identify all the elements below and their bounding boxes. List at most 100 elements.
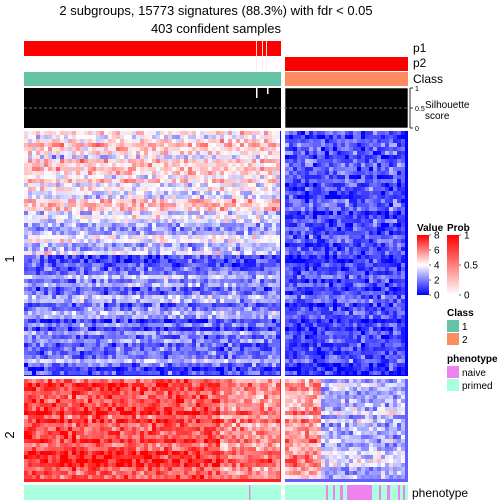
heatmap-cell bbox=[124, 239, 128, 243]
heatmap-cell bbox=[365, 259, 369, 263]
heatmap-cell bbox=[256, 231, 260, 235]
heatmap-cell bbox=[389, 163, 393, 167]
heatmap-cell bbox=[200, 131, 204, 135]
heatmap-cell bbox=[337, 267, 341, 271]
heatmap-cell bbox=[212, 239, 216, 243]
heatmap-cell bbox=[365, 167, 369, 171]
heatmap-cell bbox=[56, 151, 60, 155]
heatmap-cell bbox=[224, 163, 228, 167]
heatmap-cell bbox=[116, 131, 120, 135]
heatmap-cell bbox=[124, 299, 128, 303]
heatmap-cell bbox=[212, 147, 216, 151]
heatmap-cell bbox=[108, 247, 112, 251]
heatmap-cell bbox=[176, 303, 180, 307]
heatmap-cell bbox=[56, 271, 60, 275]
heatmap-cell bbox=[397, 203, 401, 207]
heatmap-cell bbox=[140, 299, 144, 303]
heatmap-cell bbox=[56, 355, 60, 359]
heatmap-cell bbox=[236, 215, 240, 219]
heatmap-cell bbox=[104, 259, 108, 263]
heatmap-cell bbox=[188, 339, 192, 343]
heatmap-cell bbox=[136, 371, 140, 375]
heatmap-cell bbox=[228, 363, 232, 367]
heatmap-cell bbox=[176, 247, 180, 251]
heatmap-cell bbox=[144, 263, 148, 267]
heatmap-cell bbox=[160, 343, 164, 347]
heatmap-cell bbox=[329, 135, 333, 139]
heatmap-cell bbox=[321, 263, 325, 267]
heatmap-cell bbox=[268, 143, 272, 147]
heatmap-cell bbox=[276, 359, 280, 363]
heatmap-cell bbox=[88, 151, 92, 155]
heatmap-cell bbox=[148, 235, 152, 239]
heatmap-cell bbox=[297, 175, 301, 179]
heatmap-cell bbox=[24, 171, 28, 175]
heatmap-cell bbox=[168, 307, 172, 311]
heatmap-cell bbox=[276, 207, 280, 211]
heatmap-cell bbox=[176, 295, 180, 299]
heatmap-cell bbox=[276, 351, 280, 355]
heatmap-cell bbox=[96, 291, 100, 295]
heatmap-cell bbox=[321, 195, 325, 199]
heatmap-cell bbox=[116, 287, 120, 291]
heatmap-cell bbox=[68, 187, 72, 191]
heatmap-cell bbox=[80, 131, 84, 135]
heatmap-cell bbox=[305, 263, 309, 267]
heatmap-cell bbox=[156, 315, 160, 319]
heatmap-cell bbox=[385, 267, 389, 271]
heatmap-cell bbox=[244, 367, 248, 371]
heatmap-cell bbox=[361, 239, 365, 243]
heatmap-cell bbox=[276, 187, 280, 191]
heatmap-cell bbox=[144, 227, 148, 231]
heatmap-cell bbox=[156, 243, 160, 247]
heatmap-cell bbox=[136, 215, 140, 219]
heatmap-cell bbox=[333, 227, 337, 231]
heatmap-cell bbox=[216, 359, 220, 363]
heatmap-cell bbox=[276, 223, 280, 227]
heatmap-cell bbox=[248, 163, 252, 167]
heatmap-cell bbox=[48, 203, 52, 207]
heatmap-cell bbox=[100, 299, 104, 303]
heatmap-cell bbox=[72, 267, 76, 271]
heatmap-cell bbox=[148, 155, 152, 159]
heatmap-cell bbox=[60, 151, 64, 155]
heatmap-cell bbox=[124, 359, 128, 363]
heatmap-cell bbox=[100, 183, 104, 187]
heatmap-cell bbox=[196, 315, 200, 319]
heatmap-cell bbox=[76, 251, 80, 255]
heatmap-cell bbox=[212, 267, 216, 271]
heatmap-cell bbox=[184, 143, 188, 147]
heatmap-cell bbox=[152, 255, 156, 259]
heatmap-cell bbox=[172, 143, 176, 147]
heatmap-cell bbox=[297, 259, 301, 263]
heatmap-cell bbox=[228, 227, 232, 231]
heatmap-cell bbox=[128, 259, 132, 263]
heatmap-cell bbox=[333, 171, 337, 175]
heatmap-cell bbox=[132, 339, 136, 343]
heatmap-cell bbox=[353, 151, 357, 155]
heatmap-cell bbox=[84, 131, 88, 135]
heatmap-cell bbox=[345, 151, 349, 155]
heatmap-cell bbox=[264, 251, 268, 255]
heatmap-cell bbox=[40, 179, 44, 183]
heatmap-cell bbox=[156, 367, 160, 371]
heatmap-cell bbox=[321, 247, 325, 251]
heatmap-cell bbox=[337, 139, 341, 143]
heatmap-cell bbox=[305, 167, 309, 171]
heatmap-cell bbox=[212, 159, 216, 163]
heatmap-cell bbox=[72, 139, 76, 143]
heatmap-cell bbox=[80, 143, 84, 147]
heatmap-cell bbox=[120, 191, 124, 195]
heatmap-cell bbox=[192, 167, 196, 171]
heatmap-cell bbox=[341, 223, 345, 227]
heatmap-cell bbox=[252, 247, 256, 251]
heatmap-cell bbox=[92, 231, 96, 235]
heatmap-cell bbox=[240, 231, 244, 235]
heatmap-cell bbox=[48, 283, 52, 287]
heatmap-cell bbox=[44, 163, 48, 167]
heatmap-cell bbox=[52, 327, 56, 331]
heatmap-cell bbox=[401, 195, 405, 199]
heatmap-cell bbox=[72, 211, 76, 215]
heatmap-cell bbox=[293, 155, 297, 159]
heatmap-cell bbox=[64, 139, 68, 143]
